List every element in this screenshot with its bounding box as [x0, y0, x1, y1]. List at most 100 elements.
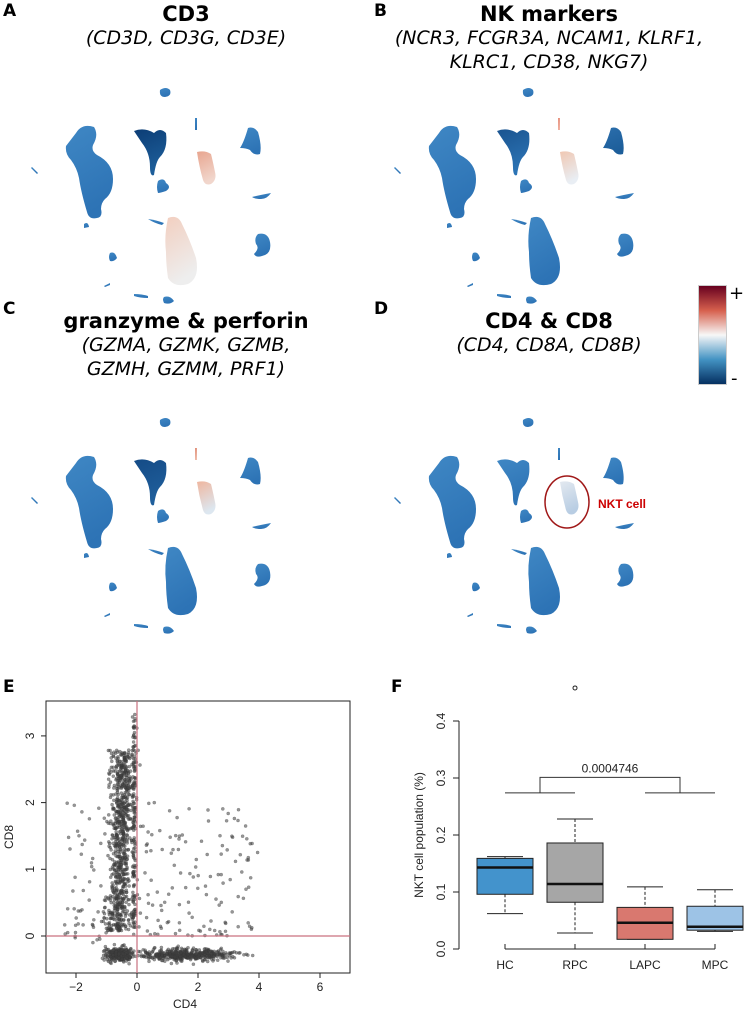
scatter-point: [132, 724, 137, 729]
scatter-point: [103, 832, 107, 836]
scatter-point: [124, 900, 128, 905]
scatter-point: [115, 913, 119, 917]
scatter-point: [108, 845, 112, 850]
scatter-point: [132, 744, 137, 749]
scatter-point: [119, 786, 124, 791]
box-mpc: [686, 889, 744, 932]
scatter-point: [122, 852, 126, 856]
scatter-point: [111, 765, 115, 770]
box-rpc: [546, 685, 604, 934]
scatter-point: [111, 948, 115, 953]
scatter-point: [118, 776, 122, 781]
scatter-point: [127, 836, 132, 840]
scatter-point: [107, 908, 111, 913]
umap-cluster-small5: [497, 624, 511, 628]
umap-cluster-farleft: [31, 497, 38, 504]
y-tick-label: 0.2: [434, 826, 448, 843]
scatter-point: [127, 764, 132, 769]
umap-cluster-nkt: [560, 151, 579, 185]
colorbar: [698, 285, 727, 385]
panel-a-title: CD3: [162, 2, 210, 26]
box-iqr: [546, 842, 604, 903]
scatter-point: [131, 787, 136, 792]
scatter-point: [127, 879, 131, 883]
scatter-point: [132, 806, 137, 810]
scatter-point: [124, 861, 129, 866]
scatter-point: [126, 803, 131, 807]
scatter-point: [112, 798, 116, 803]
scatter-point: [115, 781, 120, 786]
umap-plots: [31, 88, 634, 634]
scatter-point: [127, 961, 131, 966]
scatter-point: [121, 886, 125, 890]
scatter-point: [121, 943, 125, 948]
scatter-point: [122, 858, 126, 863]
scatter-point: [119, 947, 124, 952]
scatter-point: [120, 904, 125, 909]
scatter-point: [123, 781, 127, 785]
umap-cluster-triangle: [134, 459, 167, 506]
scatter-point: [118, 842, 123, 847]
umap-cluster-mid: [157, 509, 169, 523]
scatter-point: [129, 808, 133, 813]
panel-label-a: A: [3, 1, 17, 21]
scatter-point: [114, 885, 118, 890]
umap-cluster-topright: [603, 457, 624, 485]
scatter-point: [117, 921, 121, 926]
significance-bracket: [505, 776, 715, 794]
umap-cluster-rstreak: [252, 193, 271, 199]
umap-cluster-bigleft: [428, 455, 476, 549]
scatter-point: [132, 824, 136, 829]
scatter-point: [119, 917, 124, 922]
umap-cluster-small1: [84, 553, 89, 558]
scatter-point: [122, 839, 127, 844]
umap-cluster-top: [159, 418, 171, 427]
scatter-point: [138, 763, 142, 767]
scatter-point: [127, 884, 131, 888]
panel-d-subtitle: (CD4, CD8A, CD8B): [456, 334, 642, 356]
umap-cluster-small3: [472, 252, 480, 262]
scatter-point: [122, 909, 126, 914]
scatter-point: [124, 888, 129, 893]
scatter-point: [126, 751, 131, 755]
scatter-point: [117, 852, 121, 856]
umap-cluster-small2: [511, 549, 527, 555]
umap-cluster-bigbottom: [165, 546, 197, 616]
umap-cluster-top: [159, 88, 171, 97]
scatter-point: [119, 806, 124, 811]
scatter-point: [110, 759, 114, 764]
umap-cluster-small6: [163, 626, 174, 634]
umap-cluster-small4: [467, 283, 473, 287]
umap-cluster-bigbottom: [528, 216, 560, 286]
scatter-point: [112, 917, 117, 922]
scatter-point: [123, 868, 128, 872]
scatter-point: [119, 827, 124, 832]
scatter-point: [115, 882, 119, 886]
scatter-point: [131, 764, 136, 768]
scatter-point: [114, 951, 118, 956]
scatter-point: [128, 816, 133, 821]
panel-label-c: C: [3, 299, 16, 319]
scatter-point: [128, 947, 133, 951]
scatter-point: [107, 841, 112, 846]
umap-panel-d: [394, 418, 634, 634]
scatter-point: [118, 877, 123, 881]
scatter-point: [115, 773, 120, 777]
scatter-point: [123, 835, 128, 840]
panel-b-subtitle-1: (NCR3, FCGR3A, NCAM1, KLRF1,: [394, 27, 704, 49]
scatter-point: [119, 862, 123, 867]
scatter-point: [131, 794, 135, 799]
scatter-point: [224, 952, 229, 957]
scatter-point: [120, 922, 125, 927]
umap-panel-a: [31, 88, 271, 304]
scatter-point: [123, 785, 127, 790]
x-tick-label-hc: HC: [496, 958, 514, 972]
scatter-point: [121, 952, 125, 957]
scatter-point: [205, 959, 210, 964]
umap-cluster-mid: [157, 179, 169, 193]
scatter-point: [117, 956, 121, 960]
scatter-point: [111, 807, 115, 812]
umap-cluster-small6: [526, 626, 537, 634]
scatter-point: [119, 897, 123, 901]
